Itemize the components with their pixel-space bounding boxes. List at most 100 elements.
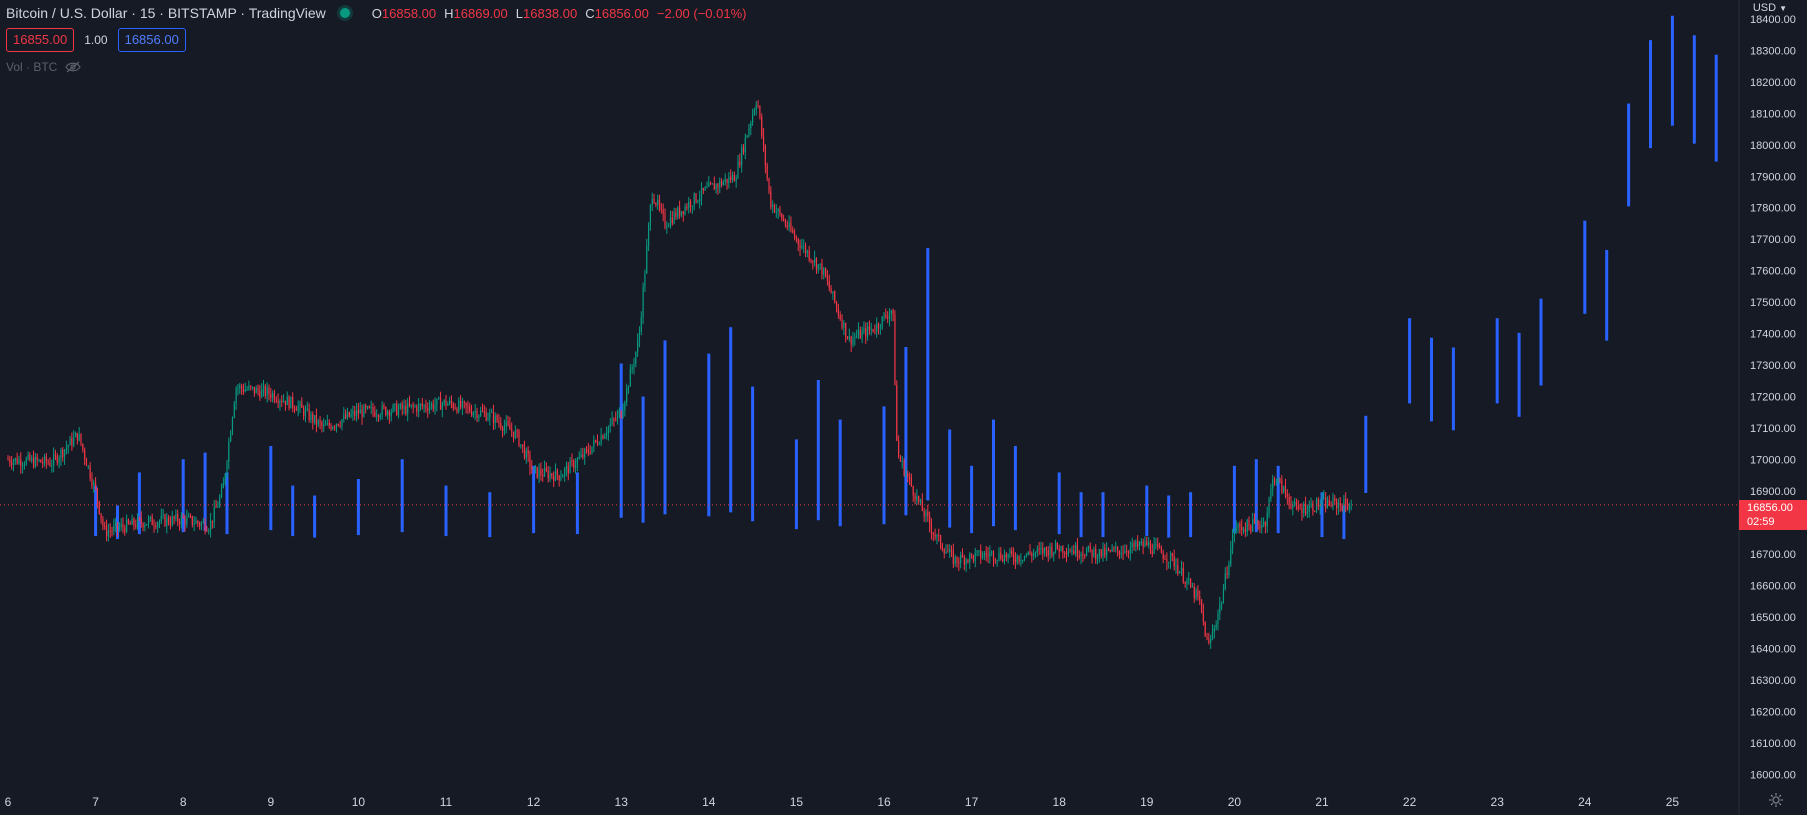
candle: [1034, 551, 1037, 558]
candle: [133, 517, 135, 531]
candle: [1179, 570, 1181, 574]
candle: [974, 547, 976, 568]
candle: [1283, 485, 1285, 494]
candle: [136, 513, 139, 530]
candle: [204, 518, 206, 535]
candle: [230, 429, 232, 443]
candle: [981, 551, 984, 560]
candle: [680, 211, 683, 218]
candle: [259, 384, 261, 401]
price-tick-label: 17100.00: [1750, 423, 1796, 435]
price-axis[interactable]: 16000.00 16100.00 16200.00 16300.00 16400.00…: [1750, 14, 1796, 781]
price-tick-label: 16300.00: [1750, 675, 1796, 687]
candle: [775, 204, 777, 218]
candle: [748, 123, 750, 138]
candle: [1255, 518, 1257, 525]
sell-price-button[interactable]: 16855.00: [6, 28, 75, 52]
candle: [314, 415, 316, 425]
symbol-title[interactable]: Bitcoin / U.S. Dollar · 15 · BITSTAMP · …: [6, 5, 326, 21]
candle: [752, 108, 754, 126]
candle: [87, 465, 89, 470]
candle: [120, 518, 122, 532]
candle: [1224, 567, 1226, 591]
candle: [290, 396, 292, 409]
candle: [843, 320, 845, 336]
candle: [684, 203, 686, 216]
candle: [631, 364, 633, 374]
volume-bar: [1495, 318, 1499, 404]
candle: [390, 408, 392, 422]
candle: [507, 415, 509, 427]
candle: [1343, 494, 1345, 514]
currency-selector[interactable]: USD ▼: [1753, 2, 1787, 14]
candle: [742, 143, 745, 155]
candle: [879, 323, 881, 335]
buy-price-button[interactable]: 16856.00: [117, 28, 186, 52]
candle: [896, 380, 898, 442]
candle: [669, 210, 672, 229]
candle: [239, 382, 241, 394]
candle: [20, 452, 22, 474]
time-tick-label: 6: [5, 795, 12, 809]
candle: [1239, 521, 1241, 534]
candle: [971, 553, 973, 559]
volume-label[interactable]: Vol · BTC: [6, 60, 58, 74]
candle: [193, 516, 195, 532]
candle: [540, 462, 542, 481]
candle: [209, 513, 212, 538]
volume-bar: [1539, 298, 1543, 386]
candle: [1091, 549, 1093, 564]
candle: [1275, 478, 1277, 486]
candle: [1301, 503, 1303, 521]
candle: [724, 173, 726, 186]
candle: [887, 311, 889, 324]
candle: [881, 316, 883, 330]
candle: [739, 153, 741, 168]
time-axis[interactable]: 6 7 8 9 10 11 12 13 14 15 16 17 18 19 20 21 22 23 24 25: [5, 795, 1680, 809]
candle: [591, 446, 593, 455]
volume-bar: [1430, 337, 1433, 422]
candle: [1292, 500, 1294, 516]
candle: [960, 551, 962, 569]
candle: [438, 396, 440, 400]
candle: [1157, 537, 1159, 551]
candle: [62, 447, 64, 462]
candle: [272, 390, 274, 403]
candle: [255, 385, 257, 394]
time-tick-label: 13: [615, 795, 629, 809]
candle: [788, 215, 790, 232]
candle: [1221, 601, 1223, 611]
candle: [16, 452, 18, 465]
candle: [365, 403, 367, 414]
candle: [930, 518, 933, 540]
candle: [556, 468, 558, 481]
candle: [998, 547, 1000, 562]
candle: [1023, 555, 1026, 562]
candle: [1142, 538, 1144, 555]
chevron-down-icon: ▼: [1779, 3, 1787, 13]
candle: [505, 415, 507, 434]
candle: [923, 507, 925, 522]
time-tick-label: 12: [527, 795, 541, 809]
candle: [1286, 489, 1288, 505]
gear-icon[interactable]: [1768, 792, 1784, 808]
currency-label: USD: [1752, 2, 1777, 14]
ohlc-open: O16858.00: [371, 5, 437, 21]
volume-bar: [356, 479, 360, 536]
candle: [1191, 582, 1194, 588]
candle: [624, 400, 626, 417]
candle: [460, 395, 462, 410]
candle: [144, 522, 146, 532]
candle: [211, 520, 213, 529]
candle: [1025, 552, 1027, 558]
candle: [715, 183, 717, 194]
candle: [600, 427, 602, 447]
volume-bar: [1276, 465, 1280, 534]
candle: [1111, 544, 1113, 553]
volume-bar: [882, 406, 886, 525]
candle: [834, 290, 836, 304]
eye-hidden-icon[interactable]: [65, 61, 82, 73]
candle: [350, 408, 352, 419]
